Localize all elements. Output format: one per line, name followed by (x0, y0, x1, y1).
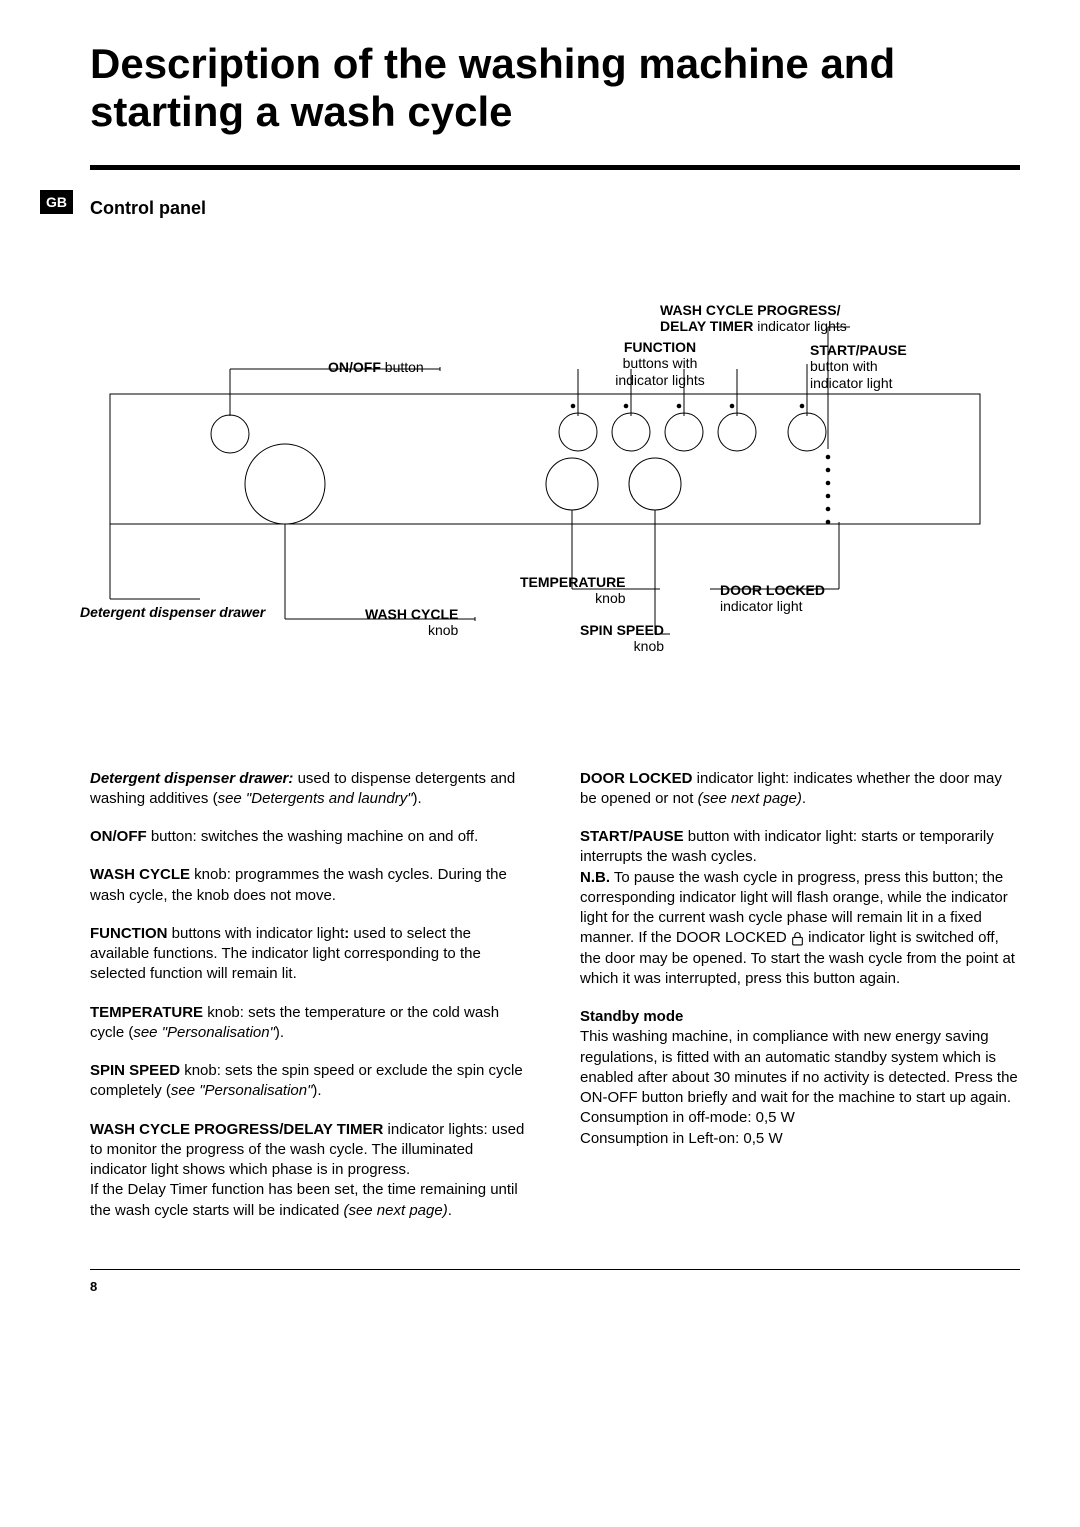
label-temperature: TEMPERATURE knob (520, 574, 626, 608)
label-washcycle: WASH CYCLE knob (365, 606, 458, 640)
para-progress: WASH CYCLE PROGRESS/DELAY TIMER indicato… (90, 1120, 530, 1221)
page-title: Description of the washing machine and s… (90, 40, 1020, 137)
label-function: FUNCTION buttons with indicator lights (570, 339, 750, 389)
para-washcycle: WASH CYCLE knob: programmes the wash cyc… (90, 865, 530, 906)
para-doorlocked: DOOR LOCKED indicator light: indicates w… (580, 769, 1020, 810)
page-number: 8 (90, 1279, 97, 1294)
label-progress: WASH CYCLE PROGRESS/ DELAY TIMER indicat… (660, 302, 847, 336)
right-column: DOOR LOCKED indicator light: indicates w… (580, 769, 1020, 1239)
footer-rule: 8 (90, 1269, 1020, 1296)
para-standby: Standby mode This washing machine, in co… (580, 1007, 1020, 1149)
section-heading: Control panel (90, 198, 1020, 219)
para-startpause: START/PAUSE button with indicator light:… (580, 827, 1020, 989)
para-detergent: Detergent dispenser drawer: used to disp… (90, 769, 530, 810)
para-function: FUNCTION buttons with indicator light: u… (90, 924, 530, 985)
para-spinspeed: SPIN SPEED knob: sets the spin speed or … (90, 1061, 530, 1102)
left-column: Detergent dispenser drawer: used to disp… (90, 769, 530, 1239)
body-columns: Detergent dispenser drawer: used to disp… (90, 769, 1020, 1239)
para-onoff: ON/OFF button: switches the washing mach… (90, 827, 530, 847)
para-temperature: TEMPERATURE knob: sets the temperature o… (90, 1003, 530, 1044)
label-start-pause: START/PAUSE button with indicator light (810, 342, 907, 392)
control-panel-diagram: WASH CYCLE PROGRESS/ DELAY TIMER indicat… (90, 289, 1020, 689)
title-rule (90, 165, 1020, 170)
label-drawer: Detergent dispenser drawer (80, 604, 340, 621)
label-doorlocked: DOOR LOCKED indicator light (720, 582, 825, 616)
lock-icon (791, 931, 804, 946)
language-tag: GB (40, 190, 73, 214)
label-spinspeed: SPIN SPEED knob (580, 622, 664, 656)
label-onoff: ON/OFF button (328, 359, 424, 376)
